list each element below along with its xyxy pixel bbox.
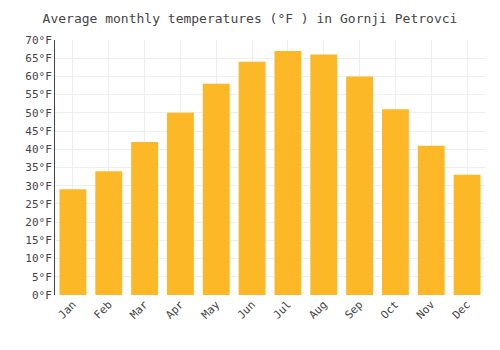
svg-text:35°F: 35°F [25, 161, 52, 174]
svg-text:5°F: 5°F [32, 271, 52, 284]
svg-text:60°F: 60°F [25, 70, 52, 83]
svg-text:Apr: Apr [163, 298, 187, 322]
svg-text:55°F: 55°F [25, 88, 52, 101]
svg-text:0°F: 0°F [32, 289, 52, 302]
svg-text:30°F: 30°F [25, 180, 52, 193]
svg-text:15°F: 15°F [25, 234, 52, 247]
svg-text:25°F: 25°F [25, 198, 52, 211]
svg-text:Oct: Oct [378, 298, 401, 321]
svg-text:65°F: 65°F [25, 52, 52, 65]
svg-text:Sep: Sep [342, 298, 365, 321]
svg-text:20°F: 20°F [25, 216, 52, 229]
svg-text:Nov: Nov [414, 298, 438, 322]
svg-text:70°F: 70°F [25, 34, 52, 47]
svg-text:45°F: 45°F [25, 125, 52, 138]
svg-text:Aug: Aug [307, 298, 330, 321]
svg-text:Jun: Jun [235, 298, 258, 321]
svg-text:Mar: Mar [127, 298, 151, 322]
svg-text:Feb: Feb [92, 298, 115, 321]
svg-text:May: May [199, 298, 223, 322]
svg-text:Jul: Jul [271, 298, 294, 321]
svg-text:Average monthly temperatures (: Average monthly temperatures (°F ) in Go… [43, 11, 458, 26]
svg-text:Dec: Dec [450, 298, 473, 321]
svg-text:50°F: 50°F [25, 107, 52, 120]
svg-text:40°F: 40°F [25, 143, 52, 156]
svg-text:10°F: 10°F [25, 252, 52, 265]
svg-text:Jan: Jan [56, 298, 79, 321]
